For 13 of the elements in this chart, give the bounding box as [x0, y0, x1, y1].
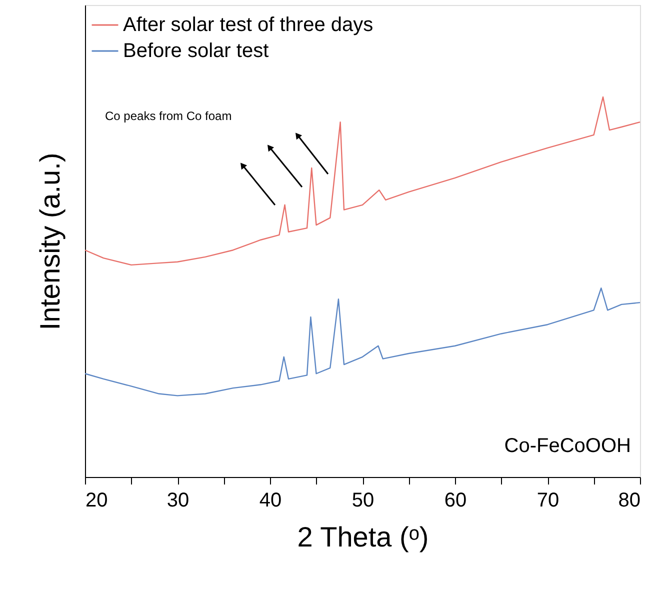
- x-tick-label: 50: [352, 490, 374, 512]
- x-axis-title: 2 Theta (ᵒ): [297, 522, 429, 552]
- legend-label: After solar test of three days: [123, 14, 374, 36]
- annotation: Co-FeCoOOH: [504, 435, 631, 457]
- x-tick-label: 20: [86, 490, 108, 512]
- x-tick-label: 60: [444, 490, 467, 512]
- x-tick-label: 70: [536, 490, 560, 512]
- y-axis-title: Intensity (a.u.): [34, 152, 66, 330]
- x-tick-label: 40: [259, 490, 282, 512]
- x-tick-label: 30: [166, 490, 190, 512]
- legend-label: Before solar test: [123, 40, 270, 62]
- x-tick-label: 80: [618, 490, 640, 512]
- annotation: Co peaks from Co foam: [105, 109, 232, 123]
